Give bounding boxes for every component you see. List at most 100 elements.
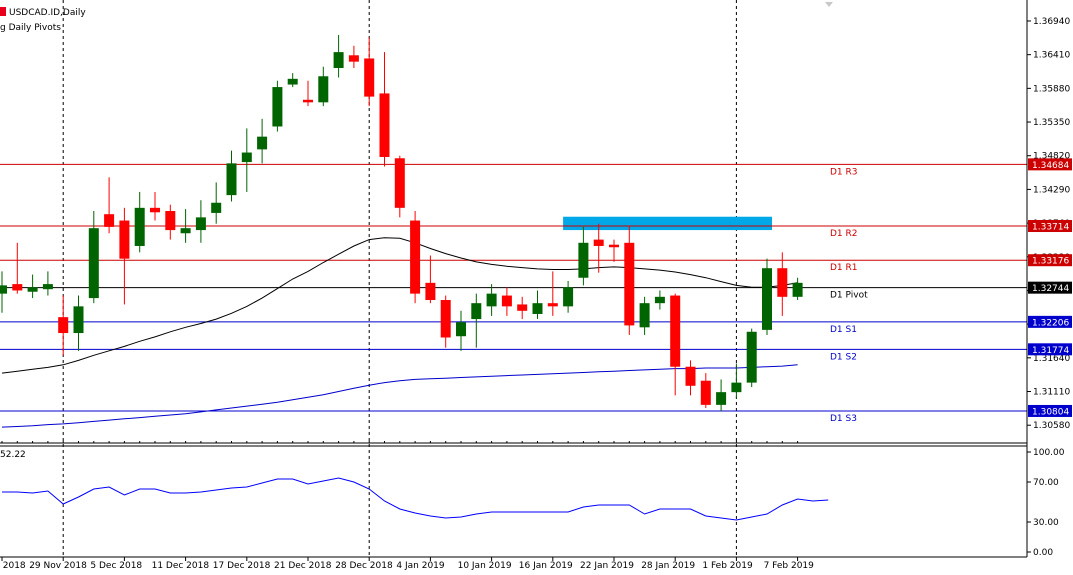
- bear-candle[interactable]: [777, 252, 788, 316]
- date-tick-label: 1 Feb 2019: [702, 561, 753, 571]
- bear-candle[interactable]: [685, 360, 696, 396]
- bear-candle[interactable]: [700, 373, 711, 409]
- pivot-label: D1 S2: [830, 352, 857, 362]
- bull-candle[interactable]: [731, 363, 742, 399]
- symbol-label: USDCAD.ID,Daily: [9, 8, 86, 18]
- bear-candle[interactable]: [624, 225, 635, 335]
- bull-candle[interactable]: [226, 150, 237, 202]
- level-price-tag: [1028, 404, 1072, 417]
- bear-candle[interactable]: [670, 293, 681, 396]
- candle-body: [27, 287, 38, 292]
- candle-body: [104, 214, 115, 227]
- oscillator-tick-label: 100.00: [1033, 448, 1065, 458]
- bear-candle[interactable]: [501, 287, 512, 316]
- bull-candle[interactable]: [241, 128, 252, 192]
- bear-candle[interactable]: [517, 296, 528, 320]
- candle-body: [501, 295, 512, 307]
- candle-body: [257, 136, 268, 150]
- chart-frame: [0, 0, 1028, 558]
- bear-candle[interactable]: [165, 204, 176, 240]
- bear-candle[interactable]: [593, 223, 604, 273]
- bull-candle[interactable]: [639, 296, 650, 335]
- level-price-tag: [1028, 281, 1072, 294]
- candle-body: [42, 284, 53, 290]
- level-price-tag: [1028, 254, 1072, 267]
- candle-body: [609, 244, 619, 248]
- indicator-label: g Daily Pivots: [0, 23, 61, 33]
- bull-candle[interactable]: [88, 211, 99, 304]
- bull-candle[interactable]: [27, 274, 38, 299]
- bear-candle[interactable]: [609, 239, 619, 262]
- bull-candle[interactable]: [471, 293, 482, 348]
- bear-candle[interactable]: [119, 207, 130, 305]
- candle-body: [716, 392, 727, 405]
- oscillator-tick-label: 70.00: [1033, 478, 1059, 488]
- bull-candle[interactable]: [180, 209, 191, 243]
- oscillator-panel: 100.00 70.00 30.00 0.00: [2, 448, 1065, 558]
- bear-candle[interactable]: [440, 295, 451, 348]
- bear-candle[interactable]: [547, 271, 558, 316]
- bear-candle[interactable]: [58, 295, 69, 356]
- date-tick-label: 21 Dec 2018: [274, 561, 332, 571]
- level-price-tag-label: 1.30804: [1032, 407, 1069, 417]
- bull-candle[interactable]: [333, 34, 344, 78]
- pivot-levels: D1 R3 D1 R2 D1 R1 D1 Pivot D1 S1 D1 S2 D1 S3: [0, 163, 1027, 424]
- bull-candle[interactable]: [272, 80, 283, 132]
- bull-candle[interactable]: [746, 328, 757, 388]
- candle-body: [226, 163, 237, 196]
- bear-candle[interactable]: [104, 177, 115, 234]
- level-price-tag-label: 1.33714: [1032, 223, 1069, 233]
- candle-body: [303, 99, 313, 103]
- bull-candle[interactable]: [716, 379, 727, 412]
- bull-candle[interactable]: [578, 226, 589, 286]
- bull-candle[interactable]: [532, 290, 543, 320]
- candle-body: [792, 282, 803, 297]
- bull-candle[interactable]: [486, 284, 497, 316]
- pivot-label: D1 R3: [830, 167, 858, 177]
- bull-candle[interactable]: [287, 73, 298, 88]
- price-tick-label: 1.31640: [1033, 354, 1070, 364]
- bull-candle[interactable]: [211, 182, 222, 224]
- bull-candle[interactable]: [563, 280, 574, 313]
- bull-candle[interactable]: [318, 66, 329, 107]
- bull-candle[interactable]: [792, 277, 803, 300]
- pivot-label: D1 R1: [830, 263, 858, 273]
- candle-body: [486, 293, 497, 307]
- bull-candle[interactable]: [134, 191, 145, 253]
- bear-candle[interactable]: [410, 211, 421, 304]
- bull-candle[interactable]: [654, 290, 665, 310]
- moving-averages: [1, 237, 798, 428]
- bear-candle[interactable]: [303, 80, 313, 107]
- bear-candle[interactable]: [150, 191, 160, 221]
- date-tick-label: 17 Dec 2018: [213, 561, 271, 571]
- bear-candle[interactable]: [348, 45, 359, 69]
- candle-body: [73, 306, 84, 334]
- candle-body: [180, 228, 191, 234]
- candles[interactable]: [0, 34, 803, 412]
- bear-candle[interactable]: [12, 242, 23, 294]
- candle-body: [88, 228, 99, 299]
- bear-candle[interactable]: [364, 37, 375, 107]
- bull-candle[interactable]: [42, 271, 53, 296]
- bear-candle[interactable]: [425, 255, 436, 304]
- candle-body: [517, 304, 528, 311]
- bear-candle[interactable]: [394, 155, 405, 218]
- bull-candle[interactable]: [0, 271, 7, 313]
- bear-candle[interactable]: [379, 52, 390, 167]
- bull-candle[interactable]: [73, 295, 84, 351]
- price-tick-label: 1.36940: [1033, 17, 1070, 27]
- bull-candle[interactable]: [762, 258, 772, 335]
- candle-body: [287, 78, 298, 85]
- bull-candle[interactable]: [257, 118, 268, 164]
- shift-marker-icon[interactable]: [825, 2, 833, 7]
- candle-body: [731, 382, 742, 393]
- candle-body: [58, 317, 69, 334]
- period-separators: [62, 0, 737, 557]
- candle-body: [134, 207, 145, 246]
- candle-body: [12, 284, 23, 291]
- date-tick-label: 4 Jan 2019: [396, 561, 444, 571]
- bull-candle[interactable]: [195, 200, 206, 243]
- bull-candle[interactable]: [456, 310, 466, 351]
